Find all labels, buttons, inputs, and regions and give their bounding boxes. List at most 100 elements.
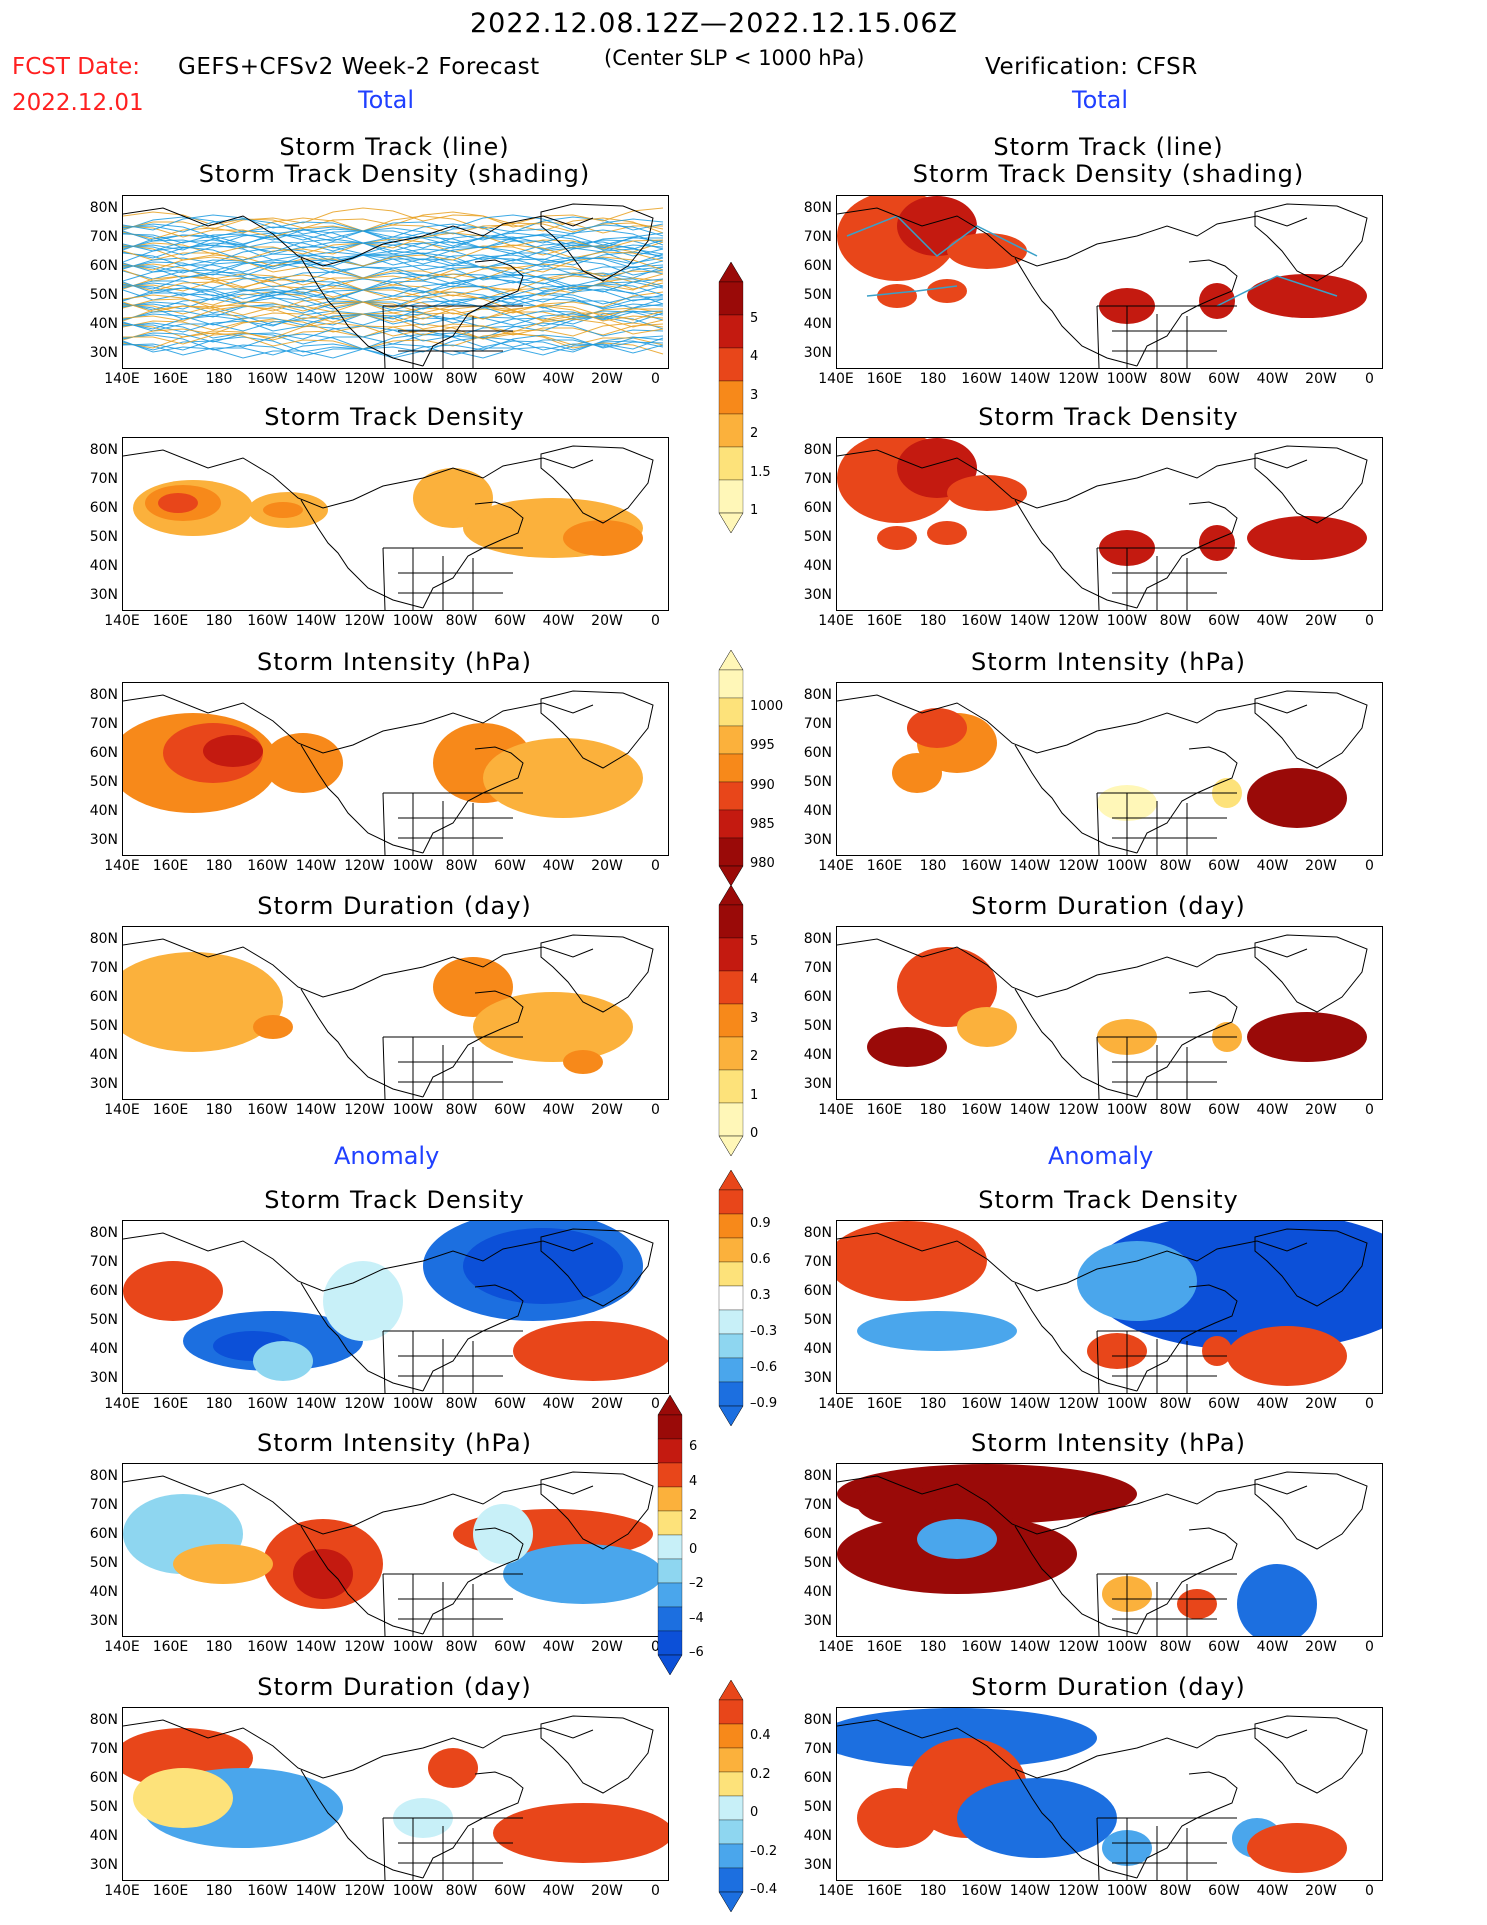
shading-region xyxy=(947,233,1027,269)
shading-region xyxy=(563,520,643,556)
shading-region xyxy=(1227,1326,1347,1386)
lon-tick-label: 80W xyxy=(1159,1102,1192,1118)
colorbar-arrow xyxy=(718,1891,744,1912)
colorbar-segment xyxy=(718,1237,744,1263)
lat-tick-label: 60N xyxy=(89,1770,118,1786)
lon-tick-label: 40W xyxy=(542,858,575,874)
colorbar-label: 990 xyxy=(750,777,775,793)
lon-tick-label: 40W xyxy=(1256,613,1289,629)
coastline xyxy=(837,1719,1308,1779)
lon-tick-label: 100W xyxy=(1106,1639,1148,1655)
lat-tick-label: 80N xyxy=(803,931,832,947)
lat-tick-label: 50N xyxy=(89,774,118,790)
colorbar-label: 4 xyxy=(689,1473,698,1489)
map-plot xyxy=(837,196,1368,368)
storm-track-line xyxy=(123,215,664,238)
colorbar-segment xyxy=(718,1003,744,1038)
lat-tick-label: 70N xyxy=(89,716,118,732)
panel-title: Storm Track (line) xyxy=(279,133,510,161)
lon-tick-label: 160E xyxy=(152,1639,189,1655)
colorbar-arrow xyxy=(657,1395,683,1416)
lat-tick-label: 70N xyxy=(89,1497,118,1513)
shading-region xyxy=(433,957,513,1017)
lat-tick-label: 40N xyxy=(89,1047,118,1063)
coastline xyxy=(1254,445,1368,524)
shading-region xyxy=(263,502,303,518)
lon-tick-label: 0 xyxy=(1365,1396,1374,1412)
section-anomaly-right: Anomaly xyxy=(1048,1142,1154,1170)
panel-title: Storm Duration (day) xyxy=(257,892,532,920)
lat-tick-label: 30N xyxy=(89,1613,118,1629)
storm-track-line xyxy=(123,318,664,341)
colorbar-label: 1 xyxy=(750,503,759,518)
shading-region xyxy=(1199,283,1235,319)
lon-tick-label: 80W xyxy=(1159,1639,1192,1655)
colorbar-label: 2 xyxy=(689,1507,698,1523)
storm-track-line xyxy=(123,303,664,326)
storm-track-line xyxy=(123,274,664,297)
colorbar-label: 985 xyxy=(750,816,775,832)
lon-tick-label: 180 xyxy=(919,1102,947,1118)
lat-tick-label: 60N xyxy=(803,500,832,516)
lon-tick-label: 100W xyxy=(1106,1396,1148,1412)
shading-region xyxy=(473,1504,533,1564)
coastline xyxy=(1136,1771,1238,1879)
lon-tick-label: 0 xyxy=(1365,1102,1374,1118)
lon-tick-label: 180 xyxy=(919,1639,947,1655)
lon-tick-label: 160W xyxy=(247,371,288,387)
lon-tick-label: 160E xyxy=(866,1883,903,1899)
lat-tick-label: 60N xyxy=(89,500,118,516)
coastline xyxy=(382,305,523,368)
coastline xyxy=(837,449,1308,509)
colorbar-segment xyxy=(718,1069,744,1104)
lon-tick-label: 160W xyxy=(247,613,288,629)
storm-track-line xyxy=(846,215,1338,307)
lat-tick-label: 40N xyxy=(89,558,118,574)
lat-tick-label: 40N xyxy=(803,803,832,819)
lat-tick-label: 30N xyxy=(89,1076,118,1092)
colorbar-segment xyxy=(718,1723,744,1749)
colorbar-arrow xyxy=(718,885,744,906)
colorbar-label: 1 xyxy=(750,1087,759,1103)
lon-tick-label: 20W xyxy=(591,858,623,874)
lon-tick-label: 100W xyxy=(1106,371,1148,387)
shading-region xyxy=(1237,1564,1317,1636)
lon-tick-label: 60W xyxy=(494,613,526,629)
lon-tick-label: 120W xyxy=(1058,613,1099,629)
storm-track-line xyxy=(123,291,664,314)
colorbar-segment xyxy=(718,1213,744,1239)
storm-track-line xyxy=(123,310,664,333)
coastline xyxy=(1136,1284,1238,1392)
map-plot xyxy=(837,1221,1382,1393)
colorbar-label: 6 xyxy=(689,1439,698,1455)
coastline xyxy=(300,1525,424,1635)
storm-track-line xyxy=(123,309,664,332)
colorbar-arrow xyxy=(718,1135,744,1156)
storm-track-line xyxy=(123,274,664,297)
colorbar-segment xyxy=(718,479,744,514)
lon-tick-label: 20W xyxy=(1305,1639,1337,1655)
shading-region xyxy=(323,1261,403,1341)
lat-tick-label: 50N xyxy=(89,1799,118,1815)
lat-tick-label: 80N xyxy=(89,442,118,458)
lon-tick-label: 140E xyxy=(104,371,140,387)
storm-track-line xyxy=(123,250,664,273)
coastline xyxy=(1254,934,1368,1013)
shading-region xyxy=(293,1549,353,1599)
storm-track-line xyxy=(123,229,664,252)
lon-tick-label: 140W xyxy=(295,371,337,387)
lon-tick-label: 120W xyxy=(344,1639,385,1655)
coastline xyxy=(1014,1769,1138,1879)
colorbar-segment xyxy=(718,1867,744,1893)
coastline xyxy=(422,1284,524,1392)
lon-tick-label: 140W xyxy=(1009,371,1051,387)
lon-tick-label: 120W xyxy=(344,858,385,874)
lon-tick-label: 120W xyxy=(1058,1883,1099,1899)
lon-tick-label: 80W xyxy=(1159,613,1192,629)
lon-tick-label: 40W xyxy=(542,371,575,387)
lon-tick-label: 80W xyxy=(445,1396,478,1412)
colorbar-arrow xyxy=(718,865,744,886)
storm-track-line xyxy=(123,254,664,277)
colorbar-segment xyxy=(657,1462,683,1488)
lon-tick-label: 180 xyxy=(919,371,947,387)
